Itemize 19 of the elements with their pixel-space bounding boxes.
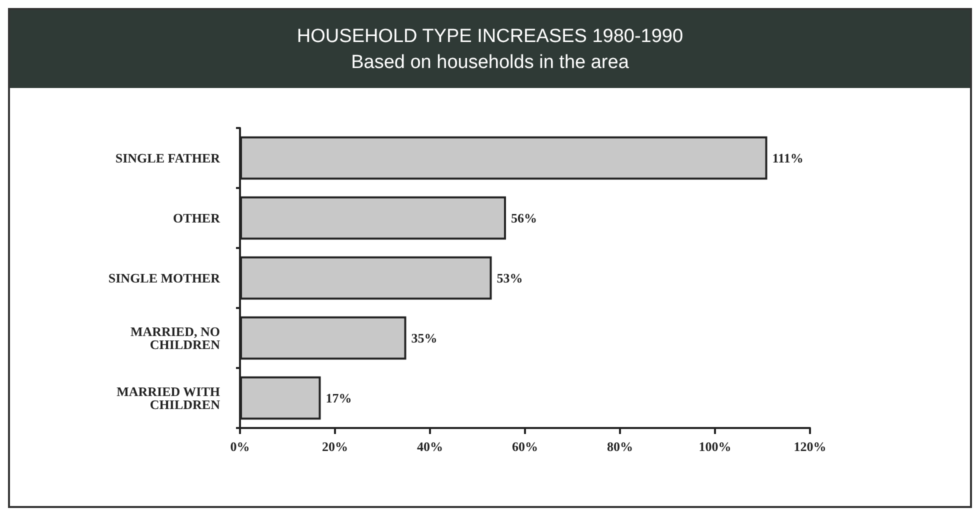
data-label: 17% <box>326 390 352 406</box>
y-tick-label: MARRIED, NO CHILDREN <box>130 324 221 352</box>
data-label: 56% <box>511 210 537 226</box>
y-tick-label: SINGLE FATHER <box>115 150 221 166</box>
x-tick-label: 20% <box>322 439 348 454</box>
x-tick-label: 80% <box>607 439 633 454</box>
y-tick-label: SINGLE MOTHER <box>108 270 221 286</box>
data-label: 53% <box>496 270 523 286</box>
data-label: 35% <box>411 330 438 346</box>
y-tick-label: MARRIED WITH CHILDREN <box>116 384 221 412</box>
x-tick-label: 0% <box>230 439 250 454</box>
x-tick-label: 40% <box>417 439 443 454</box>
x-tick-label: 120% <box>794 439 826 454</box>
x-tick-label: 60% <box>512 439 538 454</box>
chart-subtitle: Based on households in the area <box>350 51 630 75</box>
x-tick-label: 100% <box>698 439 732 454</box>
y-tick-label: OTHER <box>173 210 221 226</box>
chart-title: HOUSEHOLD TYPE INCREASES 1980-1990 <box>296 25 684 49</box>
data-label: 111% <box>772 150 804 166</box>
